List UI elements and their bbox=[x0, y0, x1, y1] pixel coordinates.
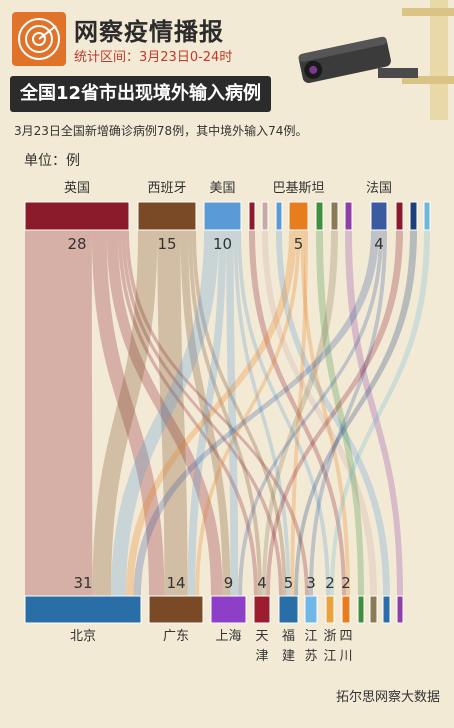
target-value-4: 5 bbox=[284, 574, 294, 592]
flow-16 bbox=[249, 230, 346, 596]
source-value-10: 4 bbox=[374, 235, 384, 253]
source-node-13 bbox=[423, 201, 431, 231]
flow-25 bbox=[345, 230, 403, 596]
statistics-period: 统计区间：3月23日0-24时 bbox=[74, 50, 233, 65]
target-name-0: 北京 bbox=[70, 629, 96, 644]
flow-28 bbox=[309, 230, 387, 596]
target-node-3 bbox=[253, 595, 271, 624]
source-value-1: 15 bbox=[157, 235, 176, 253]
flow-group bbox=[25, 230, 430, 596]
source-name-6: 巴基斯坦 bbox=[272, 181, 324, 196]
flow-27 bbox=[238, 230, 383, 596]
headline-banner: 全国12省市出现境外输入病例 bbox=[10, 76, 272, 112]
source-name-2: 美国 bbox=[209, 181, 235, 196]
flow-11 bbox=[111, 230, 219, 596]
target-name-6: 浙江 bbox=[323, 629, 336, 664]
source-node-2 bbox=[203, 201, 242, 231]
source-value-2: 10 bbox=[213, 235, 232, 253]
source-credit: 拓尔思网察大数据 bbox=[335, 690, 440, 705]
target-name-2: 上海 bbox=[215, 629, 241, 644]
flow-29 bbox=[266, 230, 403, 596]
target-value-0: 31 bbox=[73, 574, 92, 592]
source-name-10: 法国 bbox=[366, 181, 392, 196]
target-value-2: 9 bbox=[224, 574, 234, 592]
source-node-5 bbox=[275, 201, 283, 231]
flow-9 bbox=[188, 230, 262, 596]
target-value-7: 2 bbox=[341, 574, 351, 592]
target-node-2 bbox=[210, 595, 247, 624]
source-node-10 bbox=[370, 201, 388, 231]
source-node-8 bbox=[330, 201, 339, 231]
target-node-11 bbox=[396, 595, 404, 624]
flow-4 bbox=[121, 230, 283, 596]
target-name-3: 天津 bbox=[255, 629, 268, 664]
target-node-10 bbox=[382, 595, 391, 624]
source-node-11 bbox=[395, 201, 404, 231]
target-node-7 bbox=[341, 595, 351, 624]
source-value-6: 5 bbox=[294, 235, 304, 253]
surveillance-camera-icon bbox=[298, 0, 454, 120]
flow-17 bbox=[262, 230, 377, 596]
flow-20 bbox=[195, 230, 301, 596]
target-name-7: 四川 bbox=[339, 629, 352, 664]
flow-18 bbox=[276, 230, 390, 596]
flow-6 bbox=[92, 230, 158, 596]
source-node-12 bbox=[409, 201, 418, 231]
flow-10 bbox=[192, 230, 287, 596]
flow-22 bbox=[290, 230, 308, 596]
target-node-4 bbox=[278, 595, 299, 624]
source-node-7 bbox=[315, 201, 324, 231]
flow-14 bbox=[233, 230, 291, 596]
flow-23 bbox=[316, 230, 364, 596]
flow-0 bbox=[25, 230, 93, 596]
target-node-6 bbox=[325, 595, 335, 624]
flow-8 bbox=[180, 230, 231, 596]
flow-15 bbox=[237, 230, 330, 596]
flow-21 bbox=[300, 230, 350, 596]
source-node-4 bbox=[261, 201, 269, 231]
radar-logo-icon bbox=[12, 12, 66, 66]
target-value-6: 2 bbox=[325, 574, 335, 592]
source-node-1 bbox=[137, 201, 197, 231]
source-value-0: 28 bbox=[67, 235, 86, 253]
flow-1 bbox=[91, 230, 165, 596]
flow-13 bbox=[226, 230, 239, 596]
source-name-0: 英国 bbox=[64, 181, 90, 196]
source-node-3 bbox=[248, 201, 256, 231]
target-name-1: 广东 bbox=[163, 629, 189, 644]
flow-31 bbox=[330, 230, 430, 596]
source-node-9 bbox=[344, 201, 353, 231]
target-value-3: 4 bbox=[257, 574, 267, 592]
flow-5 bbox=[125, 230, 310, 596]
source-node-0 bbox=[24, 201, 130, 231]
source-name-1: 西班牙 bbox=[147, 181, 186, 196]
target-value-1: 14 bbox=[166, 574, 185, 592]
flow-30 bbox=[294, 230, 417, 596]
flow-7 bbox=[157, 230, 188, 596]
target-value-5: 3 bbox=[306, 574, 316, 592]
target-name-4: 福建 bbox=[282, 629, 295, 664]
app-title: 网察疫情播报 bbox=[74, 18, 224, 46]
flow-2 bbox=[106, 230, 223, 596]
flow-3 bbox=[117, 230, 258, 596]
source-node-6 bbox=[288, 201, 309, 231]
flow-26 bbox=[133, 230, 379, 596]
summary-text: 3月23日全国新增确诊病例78例，其中境外输入74例。 bbox=[14, 124, 308, 138]
target-node-0 bbox=[24, 595, 142, 624]
target-node-9 bbox=[369, 595, 378, 624]
target-node-8 bbox=[357, 595, 365, 624]
flow-19 bbox=[126, 230, 297, 596]
target-node-1 bbox=[148, 595, 204, 624]
target-name-5: 江苏 bbox=[304, 629, 317, 664]
unit-label: 单位：例 bbox=[24, 153, 80, 169]
flow-12 bbox=[187, 230, 227, 596]
flow-24 bbox=[262, 230, 338, 596]
target-node-5 bbox=[304, 595, 318, 624]
